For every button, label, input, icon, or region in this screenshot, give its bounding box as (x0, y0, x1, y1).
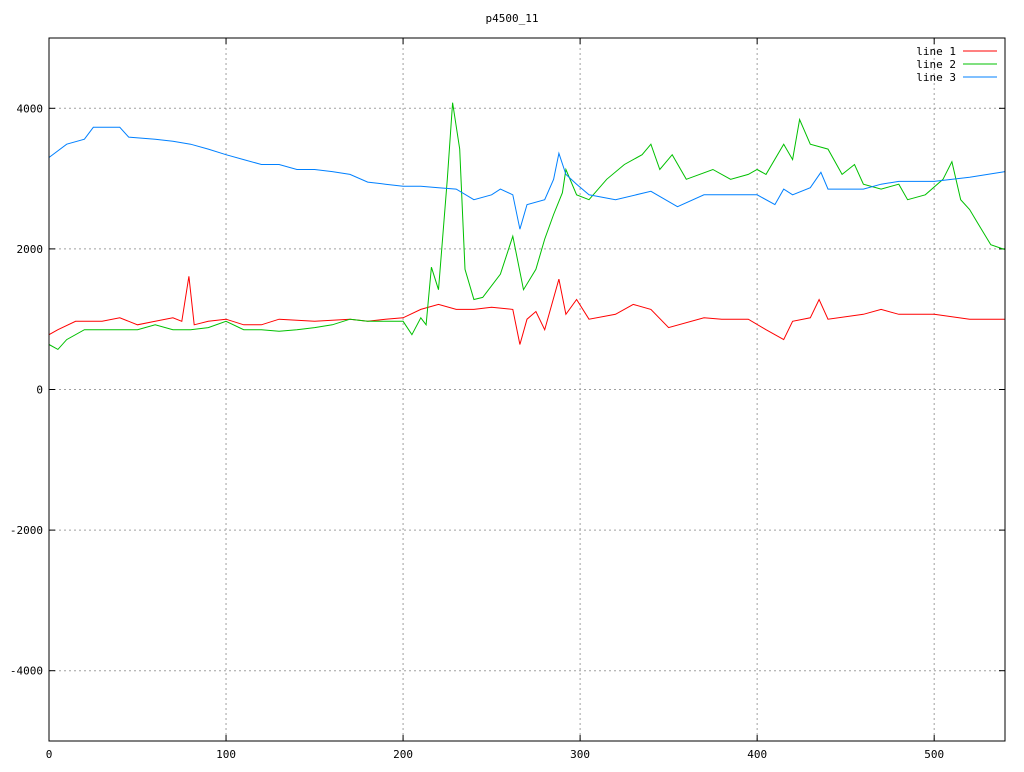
legend-label: line 2 (916, 58, 956, 71)
plot-frame (48, 37, 1006, 742)
legend-label: line 1 (916, 45, 956, 58)
y-tick-label: 4000 (17, 102, 44, 115)
y-tick-label: -4000 (10, 665, 43, 678)
y-tick-label: 0 (36, 384, 43, 397)
y-tick-label: -2000 (10, 524, 43, 537)
x-tick-label: 500 (924, 748, 944, 761)
grid (49, 38, 1005, 741)
axis-ticks: 0 100 200 300 400 500 -4000 -2000 0 2000 4000 (10, 38, 1005, 761)
x-tick-label: 0 (46, 748, 53, 761)
series-line-1 (48, 276, 1005, 345)
series-line-3 (48, 126, 1006, 230)
x-tick-label: 100 (216, 748, 236, 761)
x-tick-label: 200 (393, 748, 413, 761)
chart-title: p4500_11 (486, 12, 539, 25)
x-tick-label: 300 (570, 748, 590, 761)
x-tick-label: 400 (747, 748, 767, 761)
y-tick-label: 2000 (17, 243, 44, 256)
series-group (48, 102, 1006, 351)
series-line-2 (48, 102, 1006, 351)
legend-label: line 3 (916, 71, 956, 84)
